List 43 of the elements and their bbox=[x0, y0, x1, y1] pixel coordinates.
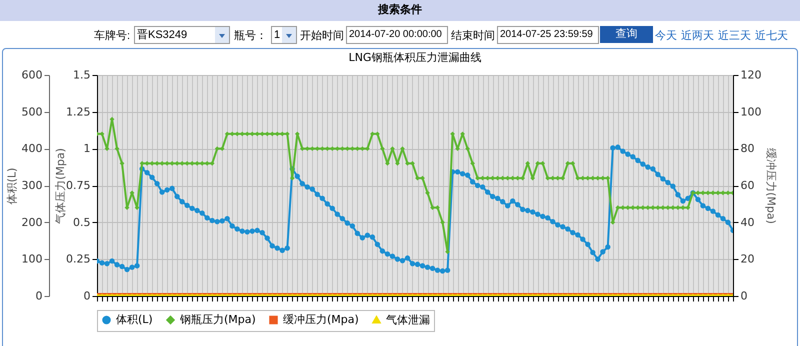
y-tick-label: 500 bbox=[22, 105, 42, 118]
y2-tick-label: 1 bbox=[84, 142, 90, 156]
y3-tick-label: 80 bbox=[740, 142, 754, 156]
y-tick-label: 300 bbox=[22, 179, 42, 192]
y2-tick-label: 0 bbox=[84, 290, 90, 302]
text: 瓶号： bbox=[234, 29, 267, 43]
text: 晋KS3249 bbox=[137, 29, 188, 41]
text: 结束时间 bbox=[451, 29, 495, 43]
legend-label: 气体泄漏 bbox=[386, 314, 430, 327]
text: 搜索条件 bbox=[0, 0, 800, 21]
text: 开始时间 bbox=[300, 29, 344, 43]
text: 今天 bbox=[655, 29, 677, 43]
text: 2014-07-25 23:59:59 bbox=[497, 26, 599, 44]
text: 近七天 bbox=[755, 29, 788, 43]
y3-tick-label: 20 bbox=[740, 252, 754, 266]
y2-tick-label: 0.5 bbox=[73, 216, 90, 229]
y3-tick-label: 40 bbox=[740, 216, 754, 229]
y2-tick-label: 1.5 bbox=[73, 68, 90, 82]
y3-tick-label: 0 bbox=[740, 290, 748, 302]
y2-tick-label: 0.75 bbox=[66, 179, 90, 192]
y-tick-label: 100 bbox=[22, 252, 42, 266]
y2-tick-label: 1.25 bbox=[66, 105, 90, 118]
y3-tick-label: 120 bbox=[740, 68, 762, 82]
legend-label: 体积(L) bbox=[116, 312, 153, 326]
y-tick-label: 0 bbox=[36, 290, 42, 302]
chart-title: LNG钢瓶体积压力泄漏曲线 bbox=[348, 51, 482, 64]
text: 近三天 bbox=[718, 29, 751, 43]
text: 车牌号: bbox=[94, 29, 130, 43]
y-axis-title: 体积(L) bbox=[6, 168, 19, 204]
y3-axis-title: 缓冲压力(Mpa) bbox=[764, 148, 778, 224]
y2-axis-title: 气体压力(Mpa) bbox=[54, 148, 68, 224]
legend-label: 钢瓶压力(Mpa) bbox=[179, 312, 256, 326]
y2-tick-label: 0.25 bbox=[66, 252, 90, 266]
y3-tick-label: 100 bbox=[740, 105, 762, 118]
text: 近两天 bbox=[681, 29, 714, 43]
y-tick-label: 600 bbox=[22, 68, 42, 82]
legend-label: 缓冲压力(Mpa) bbox=[283, 312, 359, 326]
text: 查询 bbox=[600, 26, 653, 43]
text: 1 bbox=[274, 29, 280, 41]
y-tick-label: 200 bbox=[22, 216, 42, 229]
text: 2014-07-20 00:00:00 bbox=[346, 26, 448, 44]
y3-tick-label: 60 bbox=[740, 179, 754, 192]
y-tick-label: 400 bbox=[22, 142, 42, 156]
